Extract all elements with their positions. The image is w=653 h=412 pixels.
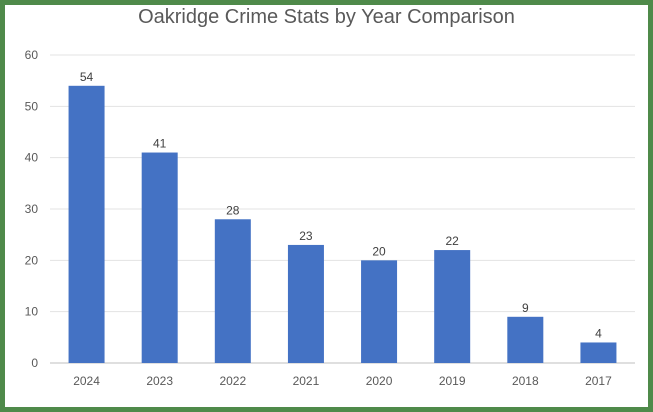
data-label-2020: 20 bbox=[372, 244, 386, 258]
y-tick-label: 10 bbox=[25, 305, 39, 319]
y-tick-label: 30 bbox=[25, 202, 39, 216]
x-tick-label: 2020 bbox=[366, 374, 393, 388]
y-tick-label: 50 bbox=[25, 99, 39, 113]
x-tick-label: 2018 bbox=[512, 374, 539, 388]
chart-title: Oakridge Crime Stats by Year Comparison bbox=[138, 6, 515, 28]
y-tick-label: 20 bbox=[25, 253, 39, 267]
x-tick-label: 2023 bbox=[146, 374, 173, 388]
bar-2021 bbox=[287, 244, 324, 363]
bar-2019 bbox=[434, 250, 471, 363]
data-label-2022: 28 bbox=[226, 203, 240, 217]
x-tick-label: 2019 bbox=[439, 374, 466, 388]
x-tick-label: 2024 bbox=[73, 374, 100, 388]
bars bbox=[68, 85, 617, 364]
data-labels: 54 41 28 23 20 22 9 4 bbox=[80, 70, 602, 341]
bar-2024 bbox=[68, 85, 105, 364]
data-label-2024: 54 bbox=[80, 70, 94, 84]
x-tick-label: 2017 bbox=[585, 374, 612, 388]
data-label-2019: 22 bbox=[446, 234, 460, 248]
y-tick-label: 40 bbox=[25, 151, 39, 165]
x-axis-ticks: 2024 2023 2022 2021 2020 2019 2018 2017 bbox=[73, 374, 612, 388]
x-tick-label: 2021 bbox=[293, 374, 320, 388]
y-axis-ticks: 0 10 20 30 40 50 60 bbox=[25, 48, 39, 370]
bar-2017 bbox=[580, 342, 617, 363]
data-label-2017: 4 bbox=[595, 326, 602, 340]
y-tick-label: 0 bbox=[31, 356, 38, 370]
gridlines bbox=[50, 54, 635, 364]
bar-2020 bbox=[361, 260, 398, 363]
bar-2018 bbox=[507, 316, 544, 363]
x-tick-label: 2022 bbox=[219, 374, 246, 388]
bar-2023 bbox=[141, 152, 178, 363]
bar-2022 bbox=[214, 219, 251, 363]
data-label-2018: 9 bbox=[522, 301, 529, 315]
data-label-2023: 41 bbox=[153, 137, 167, 151]
data-label-2021: 23 bbox=[299, 229, 313, 243]
y-tick-label: 60 bbox=[25, 48, 39, 62]
